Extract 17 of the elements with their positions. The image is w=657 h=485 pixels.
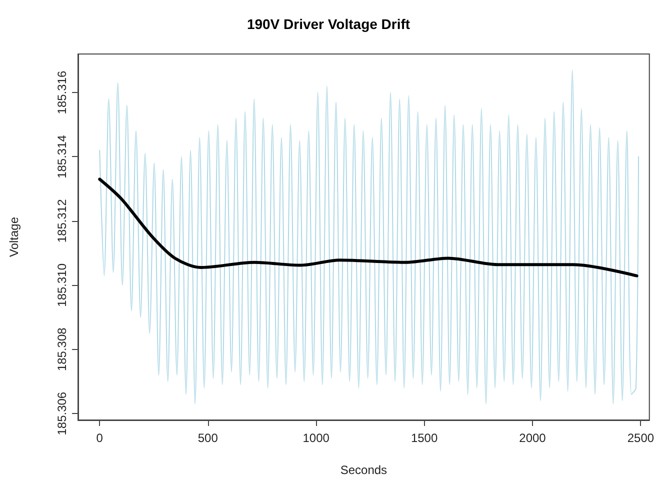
- x-axis-title: Seconds: [340, 463, 388, 477]
- x-tick-label: 0: [96, 431, 104, 445]
- y-tick-label: 185.310: [55, 263, 69, 307]
- y-tick-label: 185.314: [55, 134, 69, 178]
- x-tick-label: 1000: [302, 431, 330, 445]
- x-tick-label: 500: [198, 431, 218, 445]
- x-tick-label: 1500: [410, 431, 438, 445]
- y-tick-label: 185.308: [55, 327, 69, 372]
- chart-title: 190V Driver Voltage Drift: [246, 16, 410, 32]
- y-tick-label: 185.312: [55, 198, 69, 243]
- x-tick-label: 2000: [519, 431, 546, 445]
- y-tick-label: 185.306: [55, 392, 69, 436]
- y-tick-label: 185.316: [55, 70, 69, 114]
- line-series: [98, 178, 638, 278]
- x-tick-label: 2500: [627, 431, 654, 445]
- line-series: [99, 70, 640, 404]
- y-axis-title: Voltage: [7, 216, 21, 258]
